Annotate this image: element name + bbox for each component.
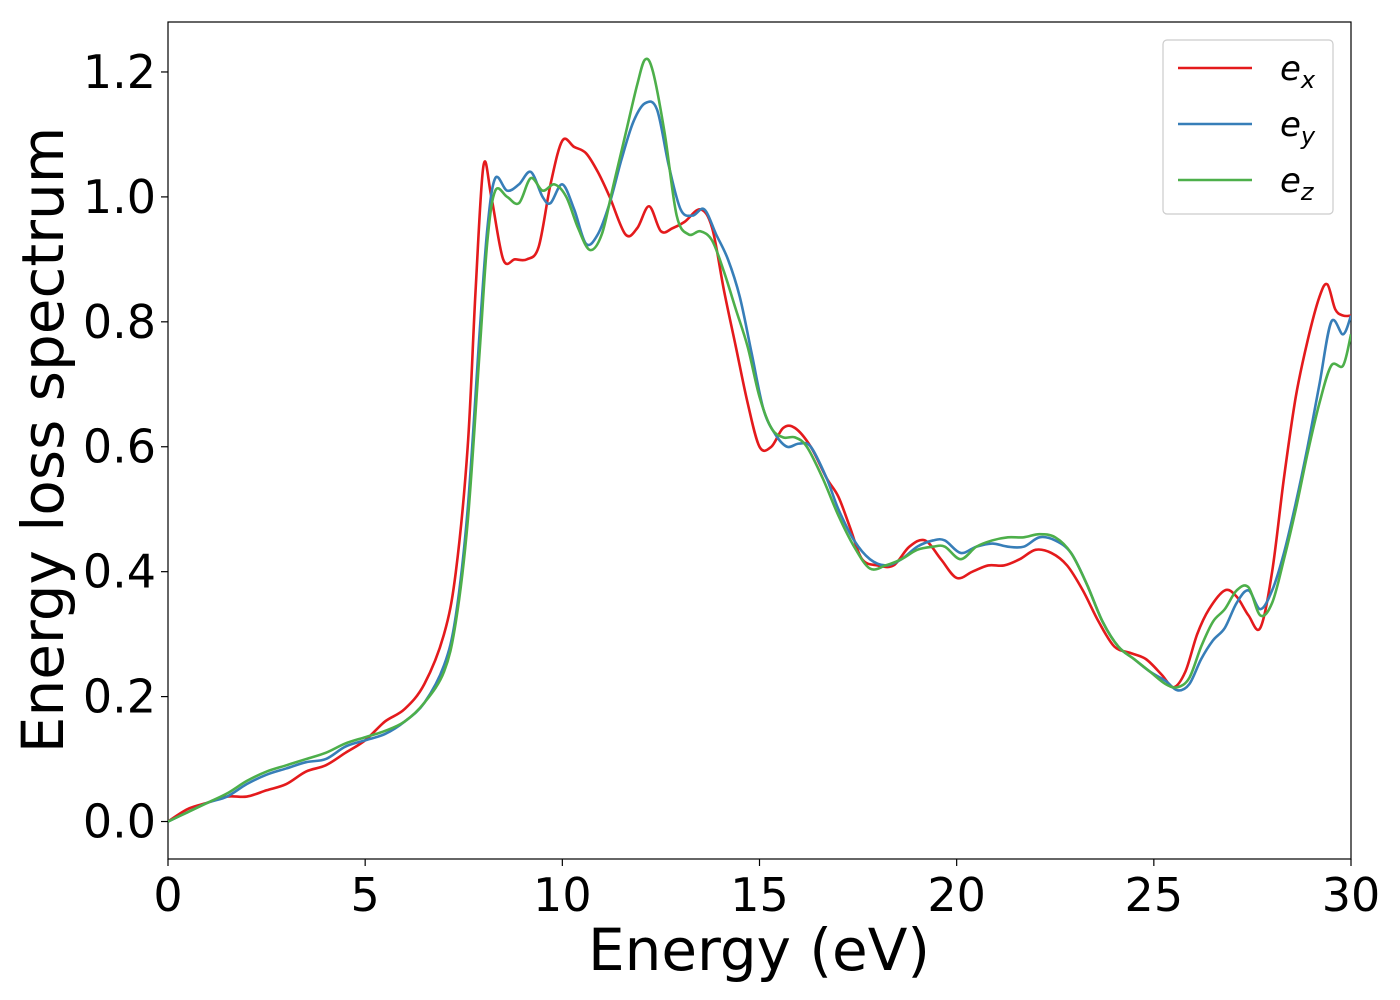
legend-label-z: ez [1280,161,1315,206]
y-tick-label: 1.0 [83,170,156,224]
y-tick-label: 0.8 [83,295,156,349]
legend-frame [1162,39,1334,215]
y-tick-label: 0.2 [83,670,156,724]
x-tick-label: 25 [1125,868,1184,922]
series-layer [168,57,1351,823]
x-axis-ticks: 0 5 10 15 20 25 30 [153,859,1380,922]
y-tick-label: 0.6 [83,420,156,474]
y-axis-ticks: 0.0 0.2 0.4 0.6 0.8 1.0 1.2 [83,45,168,849]
series-line-z [168,57,1351,823]
x-tick-label: 15 [730,868,789,922]
x-tick-label: 0 [153,868,182,922]
x-tick-label: 30 [1322,868,1381,922]
x-tick-label: 20 [927,868,986,922]
y-tick-label: 0.0 [83,795,156,849]
y-axis-label: Energy loss spectrum [9,127,77,753]
y-tick-label: 0.4 [83,545,156,599]
legend-label-y: ey [1280,105,1316,150]
x-axis-label: Energy (eV) [588,916,930,984]
legend-label-x: ex [1280,49,1316,94]
x-tick-label: 5 [351,868,380,922]
x-tick-label: 10 [533,868,592,922]
legend: ex ey ez [1162,39,1334,215]
series-line-x [168,137,1351,823]
y-tick-label: 1.2 [83,45,156,99]
